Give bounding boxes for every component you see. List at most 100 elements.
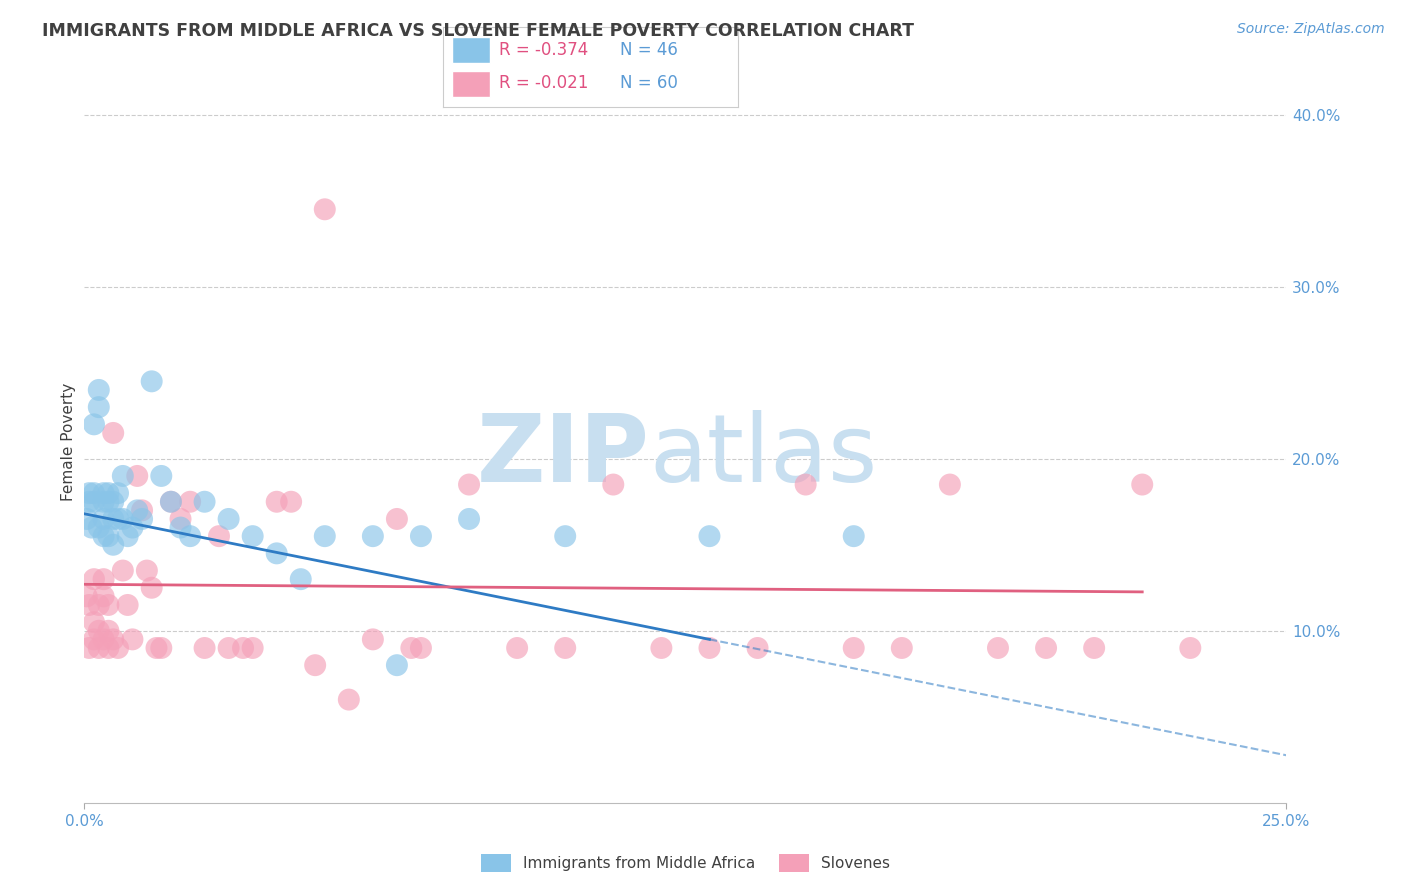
Point (747, 640, 769, 655)
Bar (451, 37, 491, 62)
Point (650, 640, 672, 655)
Point (93, 486, 115, 500)
Point (1035, 640, 1057, 655)
Point (401, 640, 423, 655)
Point (83, 494, 105, 508)
Point (117, 529, 139, 543)
Point (107, 640, 129, 655)
Point (150, 469, 173, 483)
Point (107, 512, 129, 526)
Point (160, 494, 183, 508)
Point (218, 640, 240, 655)
Point (1130, 477, 1153, 491)
Point (160, 494, 183, 508)
Point (111, 564, 134, 578)
Text: IMMIGRANTS FROM MIDDLE AFRICA VS SLOVENE FEMALE POVERTY CORRELATION CHART: IMMIGRANTS FROM MIDDLE AFRICA VS SLOVENE… (42, 22, 914, 40)
Point (242, 529, 264, 543)
Point (103, 512, 125, 526)
Point (77, 598, 100, 612)
Point (83, 615, 105, 630)
Bar (451, 70, 491, 96)
Point (83, 417, 105, 432)
Point (83, 632, 105, 647)
Point (361, 529, 384, 543)
Point (76, 512, 98, 526)
Point (93, 632, 115, 647)
Point (409, 529, 432, 543)
Point (699, 640, 721, 655)
Point (1083, 640, 1105, 655)
Legend: Immigrants from Middle Africa, Slovenes: Immigrants from Middle Africa, Slovenes (474, 848, 897, 879)
Text: ZIP: ZIP (477, 410, 650, 502)
Point (93, 494, 115, 508)
Point (409, 640, 432, 655)
Point (87, 624, 110, 638)
Point (80, 520, 103, 534)
Point (87, 400, 110, 414)
Point (458, 512, 481, 526)
Point (232, 640, 254, 655)
Text: atlas: atlas (650, 410, 877, 502)
Point (890, 640, 912, 655)
Point (87, 598, 110, 612)
Point (304, 658, 326, 673)
Point (103, 494, 125, 508)
Point (506, 640, 529, 655)
Point (77, 486, 100, 500)
Text: R = -0.374: R = -0.374 (499, 41, 588, 59)
Point (83, 572, 105, 586)
Point (842, 529, 865, 543)
Point (93, 512, 115, 526)
Point (97, 486, 120, 500)
Point (554, 529, 576, 543)
Point (385, 658, 408, 673)
Point (127, 469, 149, 483)
Point (87, 640, 110, 655)
Point (141, 375, 163, 389)
Point (280, 494, 302, 508)
Point (987, 640, 1010, 655)
Point (194, 640, 217, 655)
Point (111, 469, 134, 483)
Point (77, 494, 100, 508)
Point (699, 529, 721, 543)
Point (117, 598, 139, 612)
Point (93, 529, 115, 543)
Point (87, 520, 110, 534)
Text: N = 46: N = 46 (620, 41, 678, 59)
Point (939, 477, 962, 491)
Point (121, 520, 143, 534)
Point (794, 477, 817, 491)
Point (361, 632, 384, 647)
Point (121, 632, 143, 647)
Text: R = -0.021: R = -0.021 (499, 74, 588, 92)
Point (179, 494, 201, 508)
Text: Source: ZipAtlas.com: Source: ZipAtlas.com (1237, 22, 1385, 37)
Point (77, 640, 100, 655)
Point (103, 425, 125, 440)
Point (266, 494, 288, 508)
Point (83, 486, 105, 500)
Point (242, 640, 264, 655)
Point (337, 692, 360, 706)
Point (290, 572, 312, 586)
Point (266, 546, 288, 560)
Point (169, 512, 191, 526)
Point (385, 512, 408, 526)
Point (97, 494, 120, 508)
Point (97, 529, 120, 543)
Text: N = 60: N = 60 (620, 74, 678, 92)
Y-axis label: Female Poverty: Female Poverty (60, 383, 76, 500)
Point (76, 590, 98, 604)
Point (150, 640, 173, 655)
Point (111, 512, 134, 526)
Point (97, 624, 120, 638)
Point (1180, 640, 1202, 655)
Point (93, 572, 115, 586)
Point (127, 503, 149, 517)
Point (107, 486, 129, 500)
Point (141, 581, 163, 595)
Point (218, 512, 240, 526)
Point (842, 640, 865, 655)
Point (103, 632, 125, 647)
